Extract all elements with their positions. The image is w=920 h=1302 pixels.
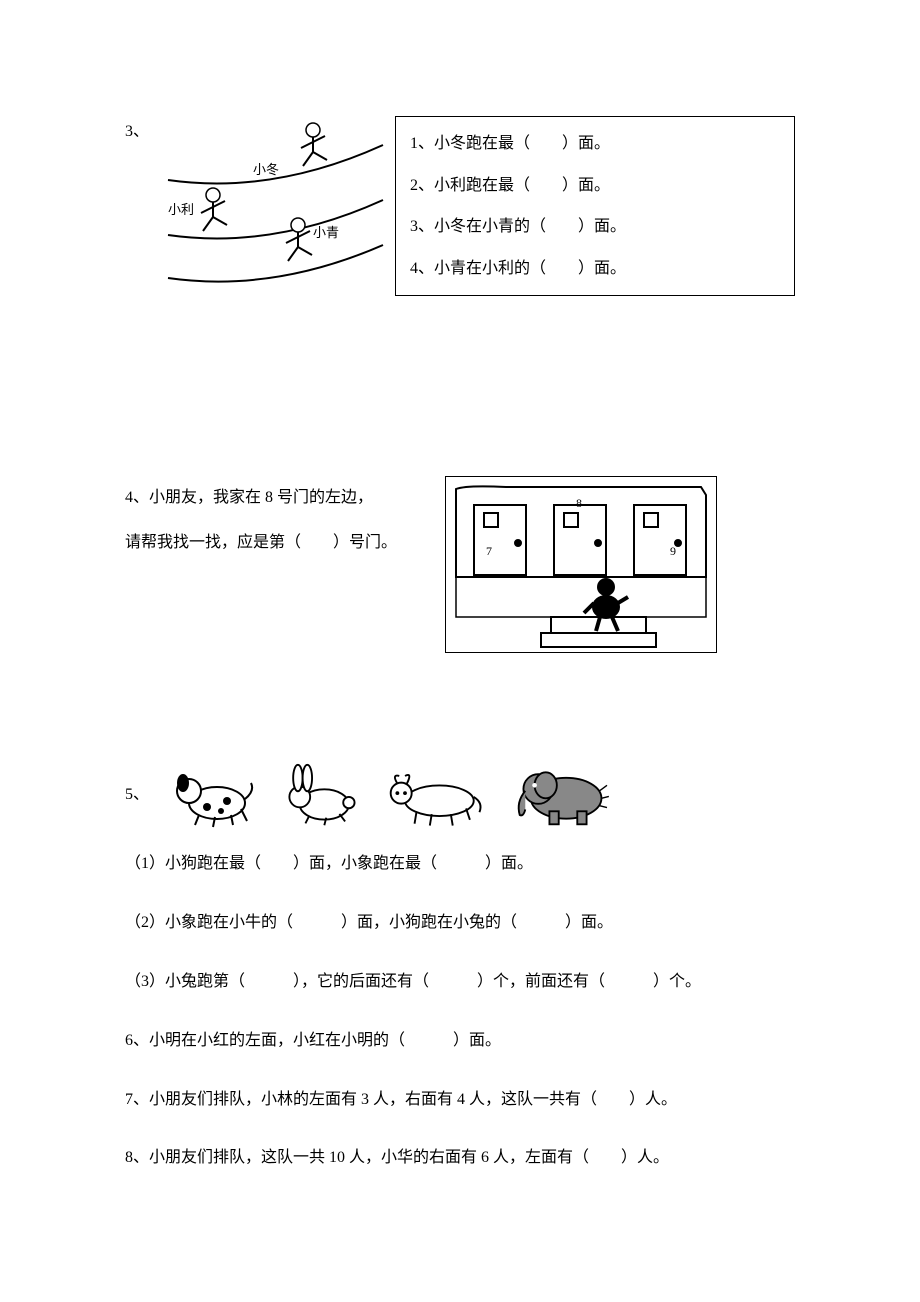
q3-blanks-box: 1、小冬跑在最（ ）面。 2、小利跑在最（ ）面。 3、小冬在小青的（ ）面。 … [395, 116, 795, 296]
q3-number: 3、 [125, 110, 153, 155]
question-3: 3、 [125, 110, 795, 296]
elephant-icon [509, 763, 614, 828]
q5-line-2: （2）小象跑在小牛的（ ）面，小狗跑在小兔的（ ）面。 [125, 901, 795, 946]
q3-line-2: 2、小利跑在最（ ）面。 [410, 165, 780, 207]
q5-animals-row [169, 763, 614, 828]
label-qing: 小青 [313, 215, 339, 251]
door-9-label: 9 [670, 544, 676, 558]
question-8: 8、小朋友们排队，这队一共 10 人，小华的右面有 6 人，左面有（ ）人。 [125, 1136, 795, 1181]
page: 3、 [0, 0, 920, 1261]
question-7: 7、小朋友们排队，小林的左面有 3 人，右面有 4 人，这队一共有（ ）人。 [125, 1078, 795, 1123]
q4-text: 4、小朋友，我家在 8 号门的左边， 请帮我找一找，应是第（ ）号门。 [125, 476, 435, 566]
q5-line-3: （3）小兔跑第（ ），它的后面还有（ ）个，前面还有（ ）个。 [125, 960, 795, 1005]
label-li: 小利 [168, 192, 194, 228]
q4-doors-illustration: 7 8 9 [445, 476, 717, 653]
q3-line-4: 4、小青在小利的（ ）面。 [410, 248, 780, 290]
cow-icon [384, 763, 489, 828]
question-6: 6、小明在小红的左面，小红在小明的（ ）面。 [125, 1019, 795, 1064]
q3-line-1: 1、小冬跑在最（ ）面。 [410, 123, 780, 165]
door-7-label: 7 [486, 544, 492, 558]
question-4: 4、小朋友，我家在 8 号门的左边， 请帮我找一找，应是第（ ）号门。 [125, 476, 795, 653]
label-dong: 小冬 [253, 152, 279, 188]
question-5-header: 5、 [125, 763, 795, 828]
q3-line-3: 3、小冬在小青的（ ）面。 [410, 206, 780, 248]
rabbit-icon [279, 763, 364, 828]
q4-line-1: 4、小朋友，我家在 8 号门的左边， [125, 476, 435, 521]
q5-number: 5、 [125, 773, 149, 818]
door-8-label: 8 [576, 496, 582, 510]
q4-line-2: 请帮我找一找，应是第（ ）号门。 [125, 521, 435, 566]
q5-line-1: （1）小狗跑在最（ ）面，小象跑在最（ ）面。 [125, 842, 795, 887]
dog-icon [169, 763, 259, 828]
q3-runners-illustration: 小冬 小利 小青 [163, 110, 385, 285]
